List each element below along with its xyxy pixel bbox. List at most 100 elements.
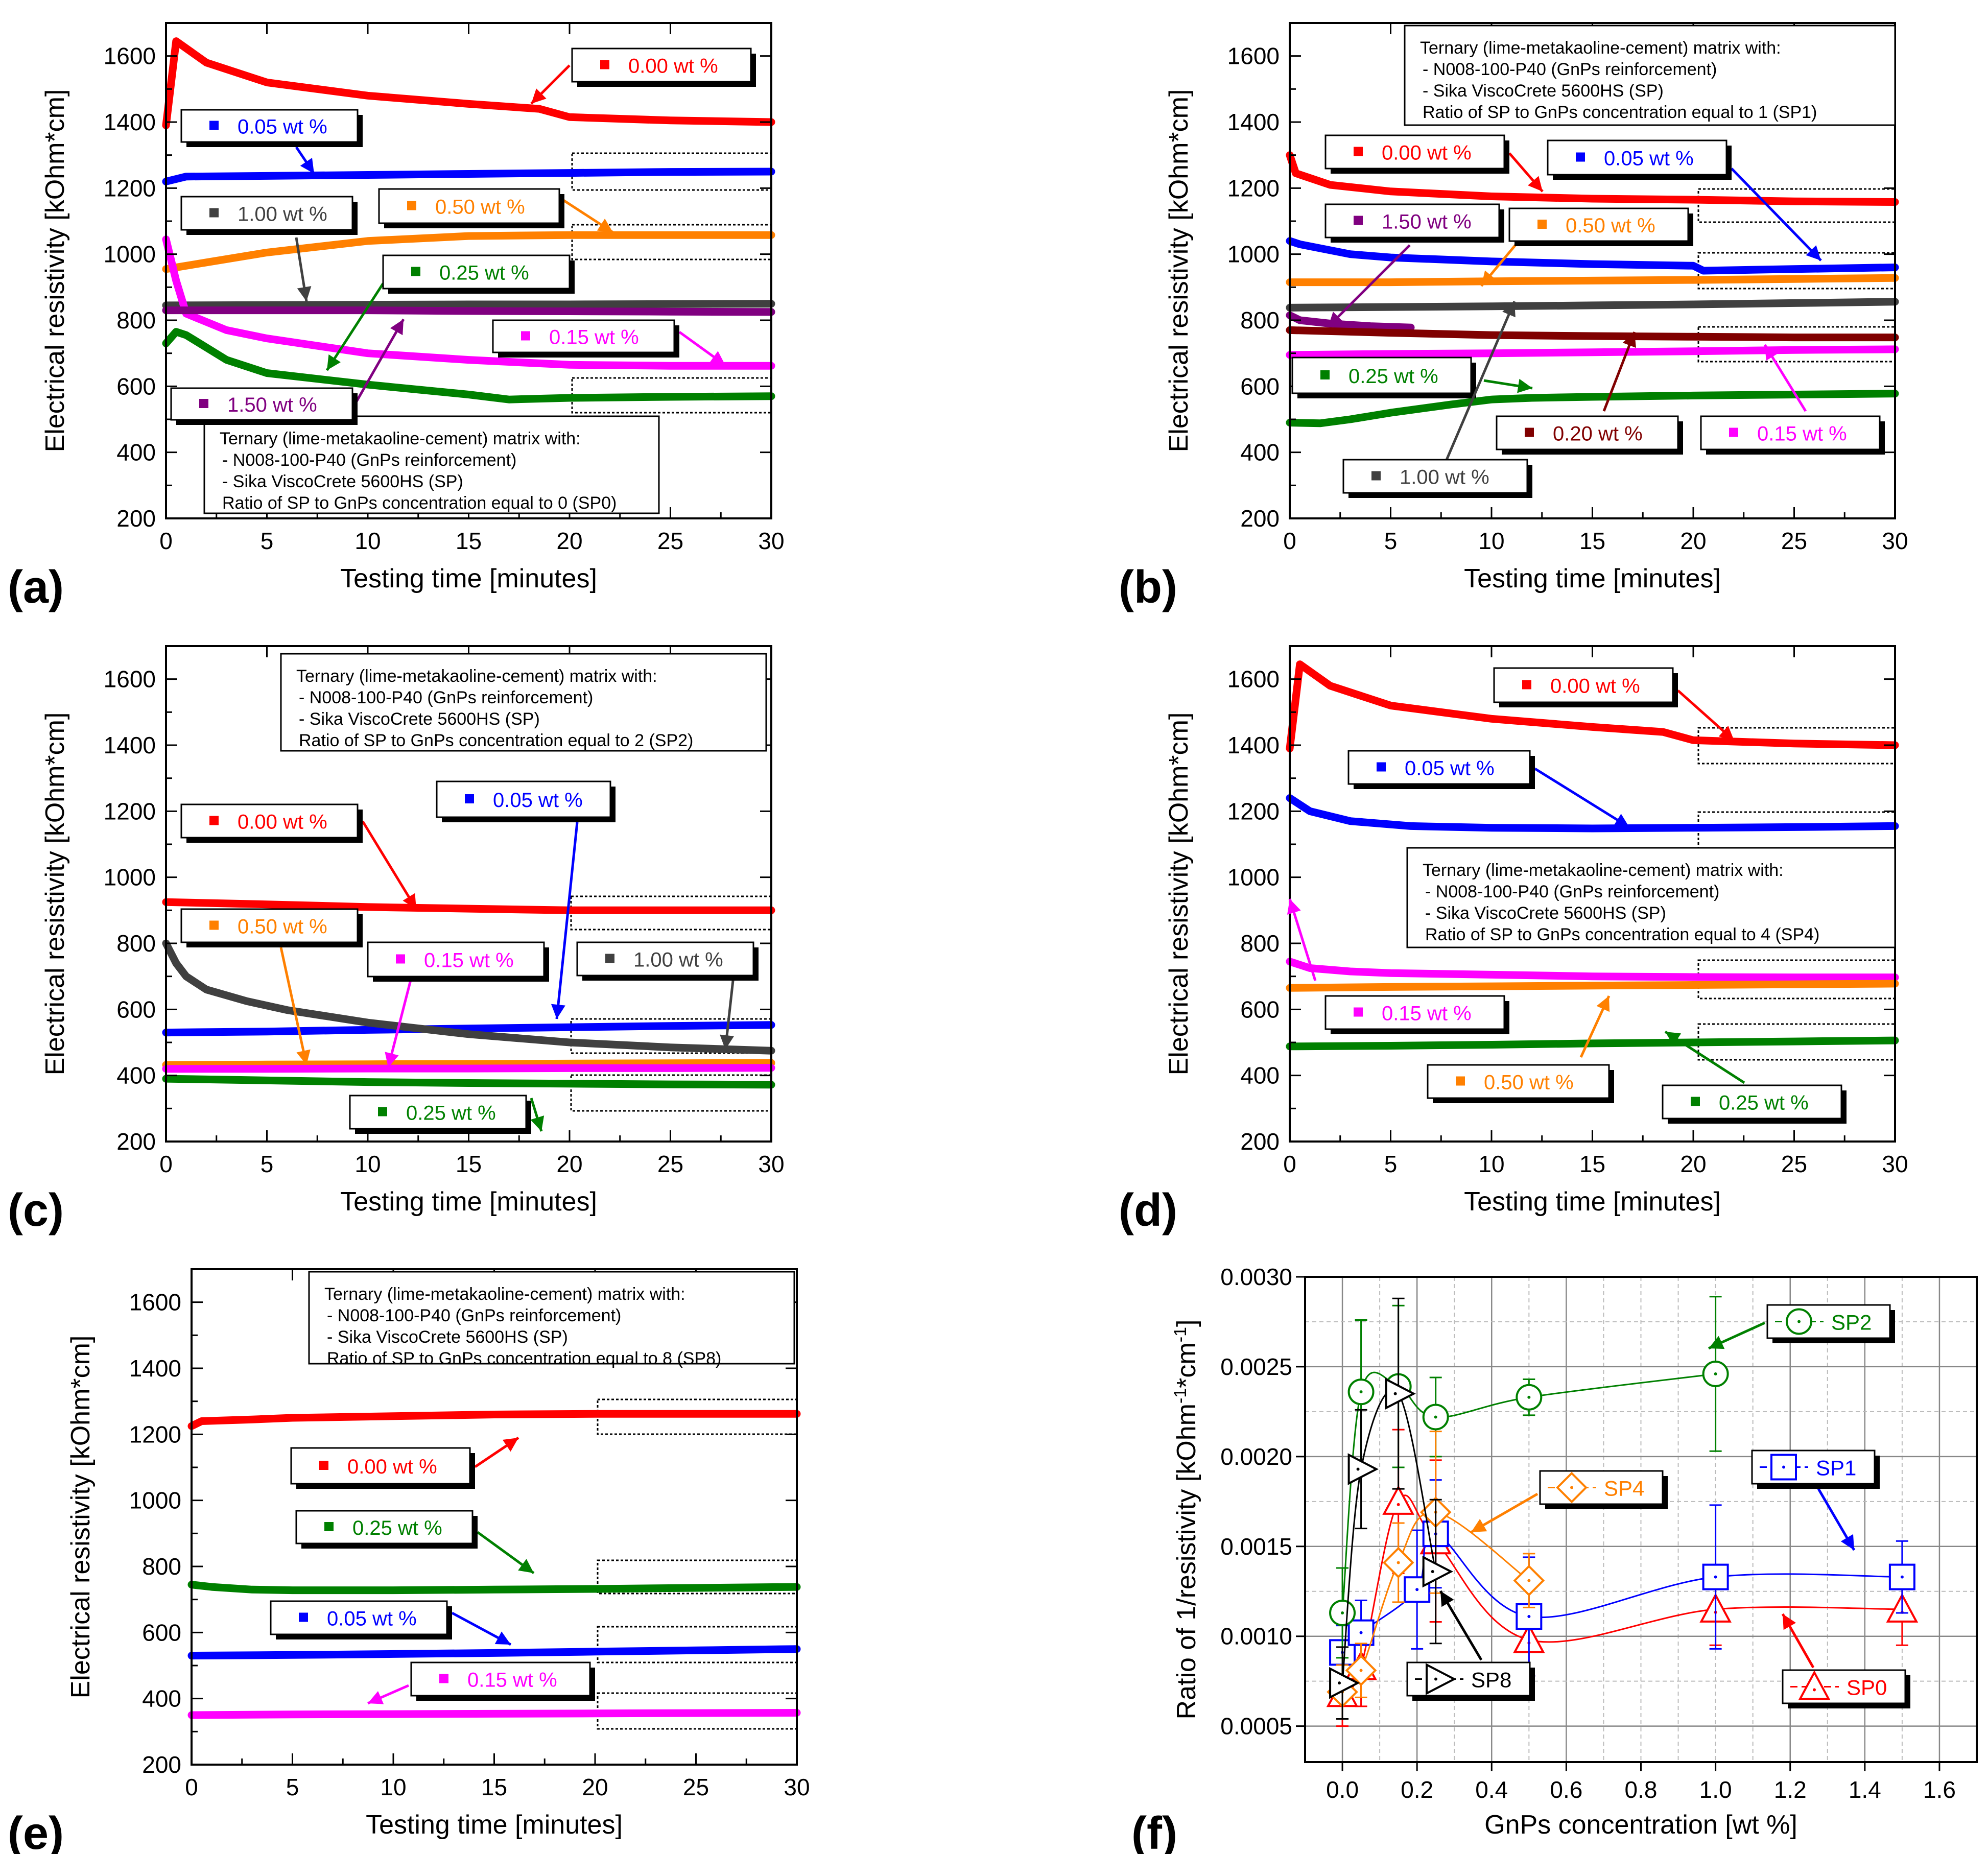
matrix-info-line: Ternary (lime-metakaoline-cement) matrix…: [1420, 38, 1781, 58]
series-line-025: [1286, 1036, 1899, 1051]
x-tick-label: 1.6: [1923, 1776, 1956, 1803]
arrow-head: [403, 893, 416, 909]
arrow-head: [1517, 378, 1532, 393]
legend-marker: [1354, 1007, 1363, 1017]
data-point-dot: [1338, 1681, 1341, 1685]
data-point: [1422, 1555, 1454, 1588]
y-tick-label: 1400: [1227, 732, 1280, 758]
dashed-zoom-box: [597, 1626, 798, 1663]
series-line-015: [187, 1709, 801, 1719]
data-point-dot: [1714, 1372, 1717, 1375]
y-axis-label: Electrical resistivity [kOhm*cm]: [40, 712, 70, 1076]
y-tick-label: 600: [1240, 373, 1280, 399]
y-tick-label: 200: [116, 505, 156, 532]
legend-marker-dot: [1797, 1320, 1801, 1323]
matrix-info-line: - Sika ViscoCrete 5600HS (SP): [327, 1327, 568, 1347]
y-axis-label: Electrical resistivity [kOhm*cm]: [1164, 89, 1194, 453]
x-tick-label: 30: [758, 1151, 784, 1177]
legend-label: 0.00 wt %: [628, 55, 718, 78]
x-axis-label: Testing time [minutes]: [1464, 1187, 1721, 1217]
y-tick-label: 1600: [129, 1289, 181, 1316]
legend-marker: [1354, 147, 1363, 156]
series-line-050: [162, 1059, 775, 1069]
arrow-head: [297, 286, 312, 301]
legend-label: SP8: [1471, 1668, 1511, 1692]
x-tick-label: 30: [1882, 528, 1908, 554]
arrow-head: [1528, 176, 1543, 192]
matrix-info-box: [280, 653, 767, 752]
x-tick-label: 30: [1882, 1151, 1908, 1177]
arrow-head: [1622, 332, 1636, 348]
legend-label: 0.50 wt %: [1484, 1072, 1574, 1094]
legend-marker: [1456, 1076, 1465, 1086]
legend-arrow: [1731, 168, 1822, 262]
x-tick-label: 15: [456, 1151, 482, 1177]
y-tick-label: 1000: [129, 1487, 181, 1514]
dashed-zoom-box: [597, 1559, 798, 1595]
x-tick-label: 1.0: [1699, 1776, 1732, 1803]
legend-marker: [407, 201, 416, 210]
x-tick-label: 0: [159, 1151, 173, 1177]
x-tick-label: 0.6: [1550, 1776, 1582, 1803]
x-tick-label: 10: [1478, 1151, 1504, 1177]
legend-label: 0.25 wt %: [352, 1517, 442, 1539]
y-tick-label: 1200: [104, 175, 156, 201]
legend-label: 0.05 wt %: [1405, 757, 1495, 780]
x-tick-label: 10: [354, 528, 381, 554]
legend-arrow: [555, 822, 579, 1019]
x-tick-label: 10: [354, 1151, 381, 1177]
legend-arrow: [1327, 244, 1411, 328]
series-line-025: [1286, 390, 1899, 427]
y-tick-label: 0.0020: [1220, 1443, 1292, 1470]
legend-label: 0.15 wt %: [467, 1669, 557, 1692]
panel-label: (d): [1119, 1185, 1177, 1236]
legend-label: 0.05 wt %: [327, 1608, 417, 1630]
legend-label: 0.50 wt %: [1566, 215, 1655, 237]
panel-a: 0 5 10 15 20 25 30 200 400 600 800 1000 1200 1400 1600…: [8, 22, 785, 613]
legend-label: 0.00 wt %: [1550, 675, 1640, 698]
y-tick-label: 0.0030: [1220, 1264, 1292, 1290]
y-axis-label: Electrical resistivity [kOhm*cm]: [1164, 712, 1194, 1076]
x-tick-label: 10: [1478, 528, 1504, 554]
arrow-head: [597, 219, 613, 232]
panel-label: (e): [8, 1808, 64, 1854]
arrow-head: [300, 157, 314, 174]
series-line-015: [1286, 345, 1899, 359]
legend-label: 1.50 wt %: [1382, 211, 1472, 233]
matrix-info-line: Ratio of SP to GnPs concentration equal …: [222, 493, 617, 513]
legend-label: 0.50 wt %: [238, 916, 327, 938]
legend-label: 1.00 wt %: [633, 949, 723, 971]
legend-marker-dot: [1813, 1688, 1816, 1692]
data-point-dot: [1393, 1392, 1397, 1395]
series-line-005: [1286, 794, 1899, 833]
legend-marker: [1576, 152, 1585, 162]
fit-curve: [1341, 1389, 1437, 1683]
y-tick-label: 400: [142, 1685, 181, 1712]
legend-marker: [600, 60, 609, 69]
panel-label: (f): [1131, 1808, 1177, 1854]
y-tick-label: 1000: [1227, 241, 1280, 268]
legend-label: 0.25 wt %: [1719, 1092, 1809, 1114]
legend-box: [410, 1661, 591, 1697]
matrix-info-line: - N008-100-P40 (GnPs reinforcement): [222, 450, 516, 470]
legend-arrow: [325, 282, 385, 371]
arrow-head: [1440, 1591, 1454, 1607]
series-line-050: [1286, 980, 1899, 992]
legend-marker: [378, 1107, 387, 1116]
y-tick-label: 800: [116, 930, 156, 957]
x-tick-label: 0.4: [1475, 1776, 1508, 1803]
legend-box: [571, 47, 752, 83]
legend-label: 0.00 wt %: [347, 1456, 437, 1478]
x-tick-label: 20: [556, 1151, 582, 1177]
legend-marker: [605, 954, 614, 963]
panel-label: (a): [8, 562, 64, 613]
x-tick-label: 0: [159, 528, 173, 554]
matrix-info-line: Ratio of SP to GnPs concentration equal …: [1425, 925, 1819, 944]
x-tick-label: 15: [481, 1774, 507, 1800]
legend-marker: [521, 331, 530, 341]
arrow-head: [1328, 312, 1343, 327]
x-tick-label: 15: [1579, 528, 1605, 554]
series-line-005: [162, 1021, 775, 1037]
y-tick-label: 1400: [1227, 109, 1280, 135]
x-tick-label: 0: [1283, 528, 1296, 554]
